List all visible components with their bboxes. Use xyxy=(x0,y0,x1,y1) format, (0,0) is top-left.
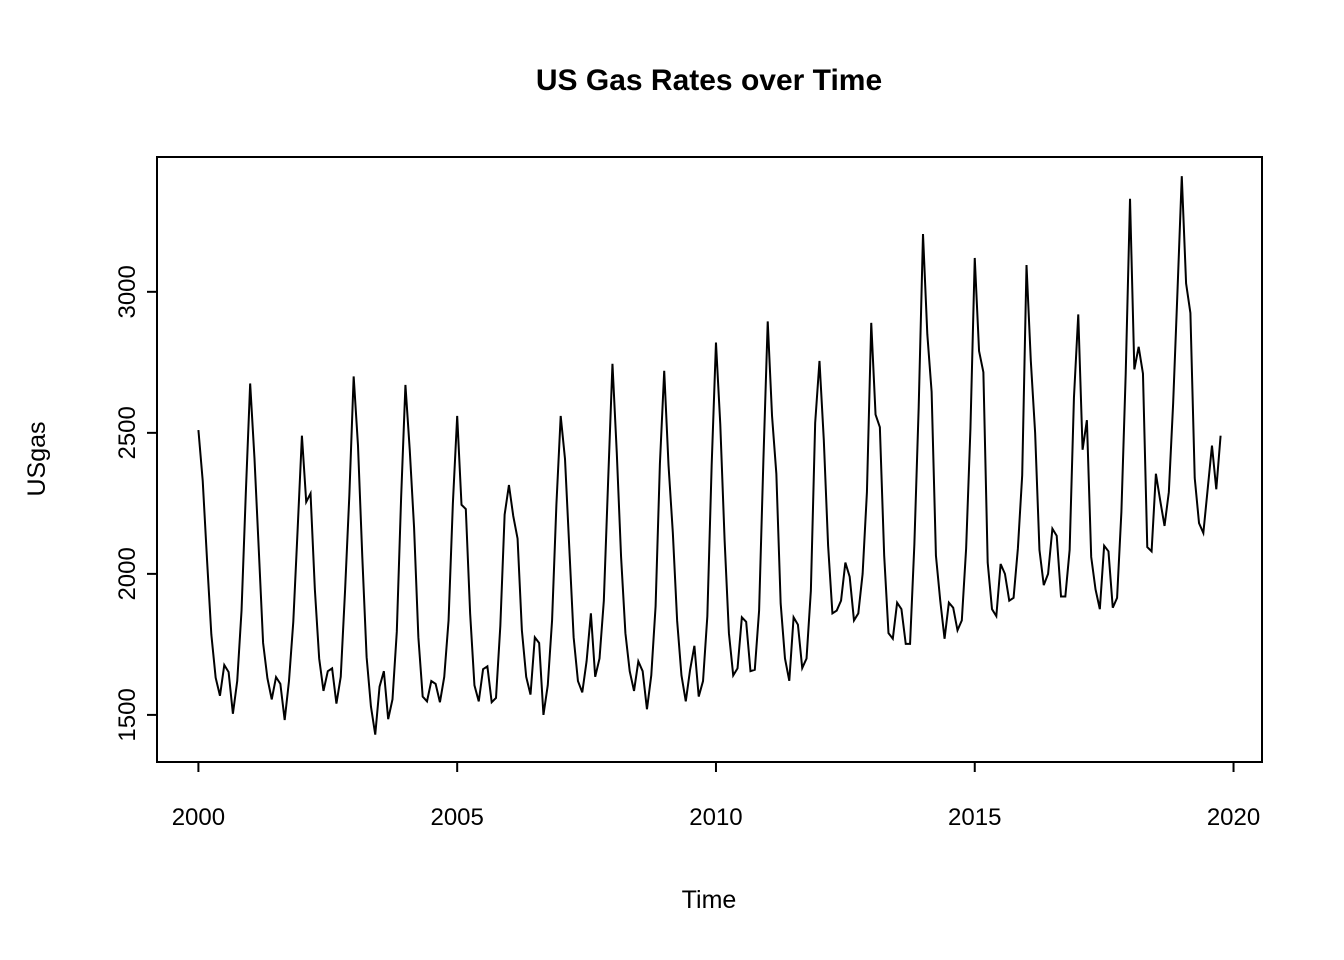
y-axis-tick-labels: 1500 2000 2500 3000 xyxy=(114,265,141,741)
x-tick-label: 2015 xyxy=(948,804,1001,831)
y-axis-label: USgas xyxy=(23,421,51,496)
y-tick-label: 3000 xyxy=(114,265,141,318)
x-tick-label: 2020 xyxy=(1207,804,1260,831)
y-tick-label: 2500 xyxy=(114,406,141,459)
y-tick-label: 1500 xyxy=(114,688,141,741)
x-tick-label: 2010 xyxy=(689,804,742,831)
usgas-line xyxy=(197,176,1222,735)
chart-title: US Gas Rates over Time xyxy=(536,64,882,97)
plot-box-border xyxy=(156,156,1263,763)
y-axis-ticks xyxy=(147,290,157,716)
x-axis-ticks xyxy=(197,762,1235,772)
y-tick-label: 2000 xyxy=(114,547,141,600)
x-axis-label: Time xyxy=(682,886,737,914)
x-axis-tick-labels: 2000 2005 2010 2015 2020 xyxy=(172,804,1261,831)
x-tick-label: 2000 xyxy=(172,804,225,831)
x-tick-label: 2005 xyxy=(430,804,483,831)
usgas-series-line xyxy=(197,176,1222,735)
